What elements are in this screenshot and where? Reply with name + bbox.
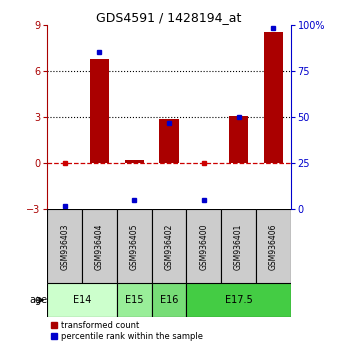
Bar bbox=[186, 210, 221, 283]
Legend: transformed count, percentile rank within the sample: transformed count, percentile rank withi… bbox=[51, 321, 203, 341]
Bar bbox=[117, 283, 152, 317]
Bar bbox=[47, 283, 117, 317]
Bar bbox=[47, 210, 82, 283]
Text: GSM936406: GSM936406 bbox=[269, 223, 278, 270]
Text: GSM936404: GSM936404 bbox=[95, 223, 104, 270]
Bar bbox=[117, 210, 152, 283]
Bar bbox=[256, 210, 291, 283]
Text: E16: E16 bbox=[160, 295, 178, 305]
Bar bbox=[229, 115, 248, 163]
Text: GSM936403: GSM936403 bbox=[60, 223, 69, 270]
Text: GSM936402: GSM936402 bbox=[165, 223, 173, 269]
Text: GSM936405: GSM936405 bbox=[130, 223, 139, 270]
Bar bbox=[264, 33, 283, 163]
Bar bbox=[90, 59, 109, 163]
Text: age: age bbox=[29, 295, 47, 305]
Bar bbox=[186, 283, 291, 317]
Title: GDS4591 / 1428194_at: GDS4591 / 1428194_at bbox=[96, 11, 242, 24]
Bar bbox=[221, 210, 256, 283]
Bar bbox=[152, 283, 186, 317]
Text: E14: E14 bbox=[73, 295, 91, 305]
Text: GSM936400: GSM936400 bbox=[199, 223, 208, 270]
Bar bbox=[125, 160, 144, 163]
Text: E15: E15 bbox=[125, 295, 144, 305]
Bar bbox=[82, 210, 117, 283]
Bar bbox=[152, 210, 186, 283]
Text: E17.5: E17.5 bbox=[225, 295, 252, 305]
Bar bbox=[160, 119, 178, 163]
Text: GSM936401: GSM936401 bbox=[234, 223, 243, 269]
